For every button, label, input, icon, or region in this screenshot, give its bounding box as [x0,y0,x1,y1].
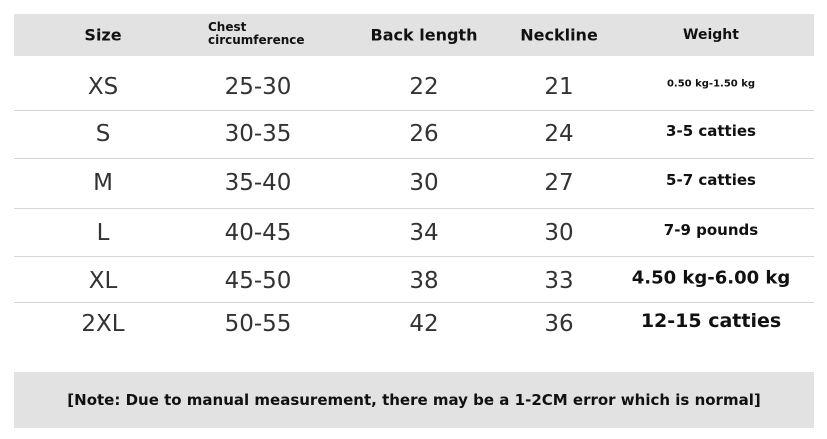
table-cell: S [95,121,111,147]
table-cell: XL [88,268,118,294]
table-cell: 26 [409,121,439,147]
table-cell: M [93,170,113,196]
note: [Note: Due to manual measurement, there … [67,391,761,409]
table-cell: 42 [409,311,439,337]
header-cell: Chest circumference [208,20,305,47]
table-cell: 21 [544,74,574,100]
header-cell: Weight [683,27,739,43]
header-cell: Neckline [520,25,598,45]
weight-cell: 4.50 kg-6.00 kg [631,267,791,289]
table-cell: 36 [544,311,574,337]
weight-cell: 3-5 catties [666,122,756,140]
table-cell: 50-55 [224,311,292,337]
table-cell: 24 [544,121,574,147]
header-cell: Back length [370,25,478,45]
row-separator [14,256,814,257]
table-cell: 40-45 [224,220,292,246]
table-cell: 22 [409,74,439,100]
table-cell: 35-40 [224,170,292,196]
weight-cell: 12-15 catties [640,310,782,332]
row-separator [14,302,814,303]
table-cell: 38 [409,268,439,294]
row-separator [14,110,814,111]
table-cell: 30-35 [224,121,292,147]
header-background [14,14,814,56]
table-cell: 30 [544,220,574,246]
weight-cell: 0.50 kg-1.50 kg [666,78,756,90]
table-cell: 45-50 [224,268,292,294]
weight-cell: 7-9 pounds [663,221,759,239]
table-cell: L [96,220,110,246]
table-cell: 27 [544,170,574,196]
table-cell: 30 [409,170,439,196]
table-cell: 33 [544,268,574,294]
row-separator [14,158,814,159]
note-background [14,372,814,428]
header-cell: Size [84,25,122,45]
weight-cell: 5-7 catties [666,171,756,189]
table-cell: 34 [409,220,439,246]
table-cell: 2XL [81,311,125,337]
table-cell: 25-30 [224,74,292,100]
table-cell: XS [87,74,119,100]
row-separator [14,208,814,209]
